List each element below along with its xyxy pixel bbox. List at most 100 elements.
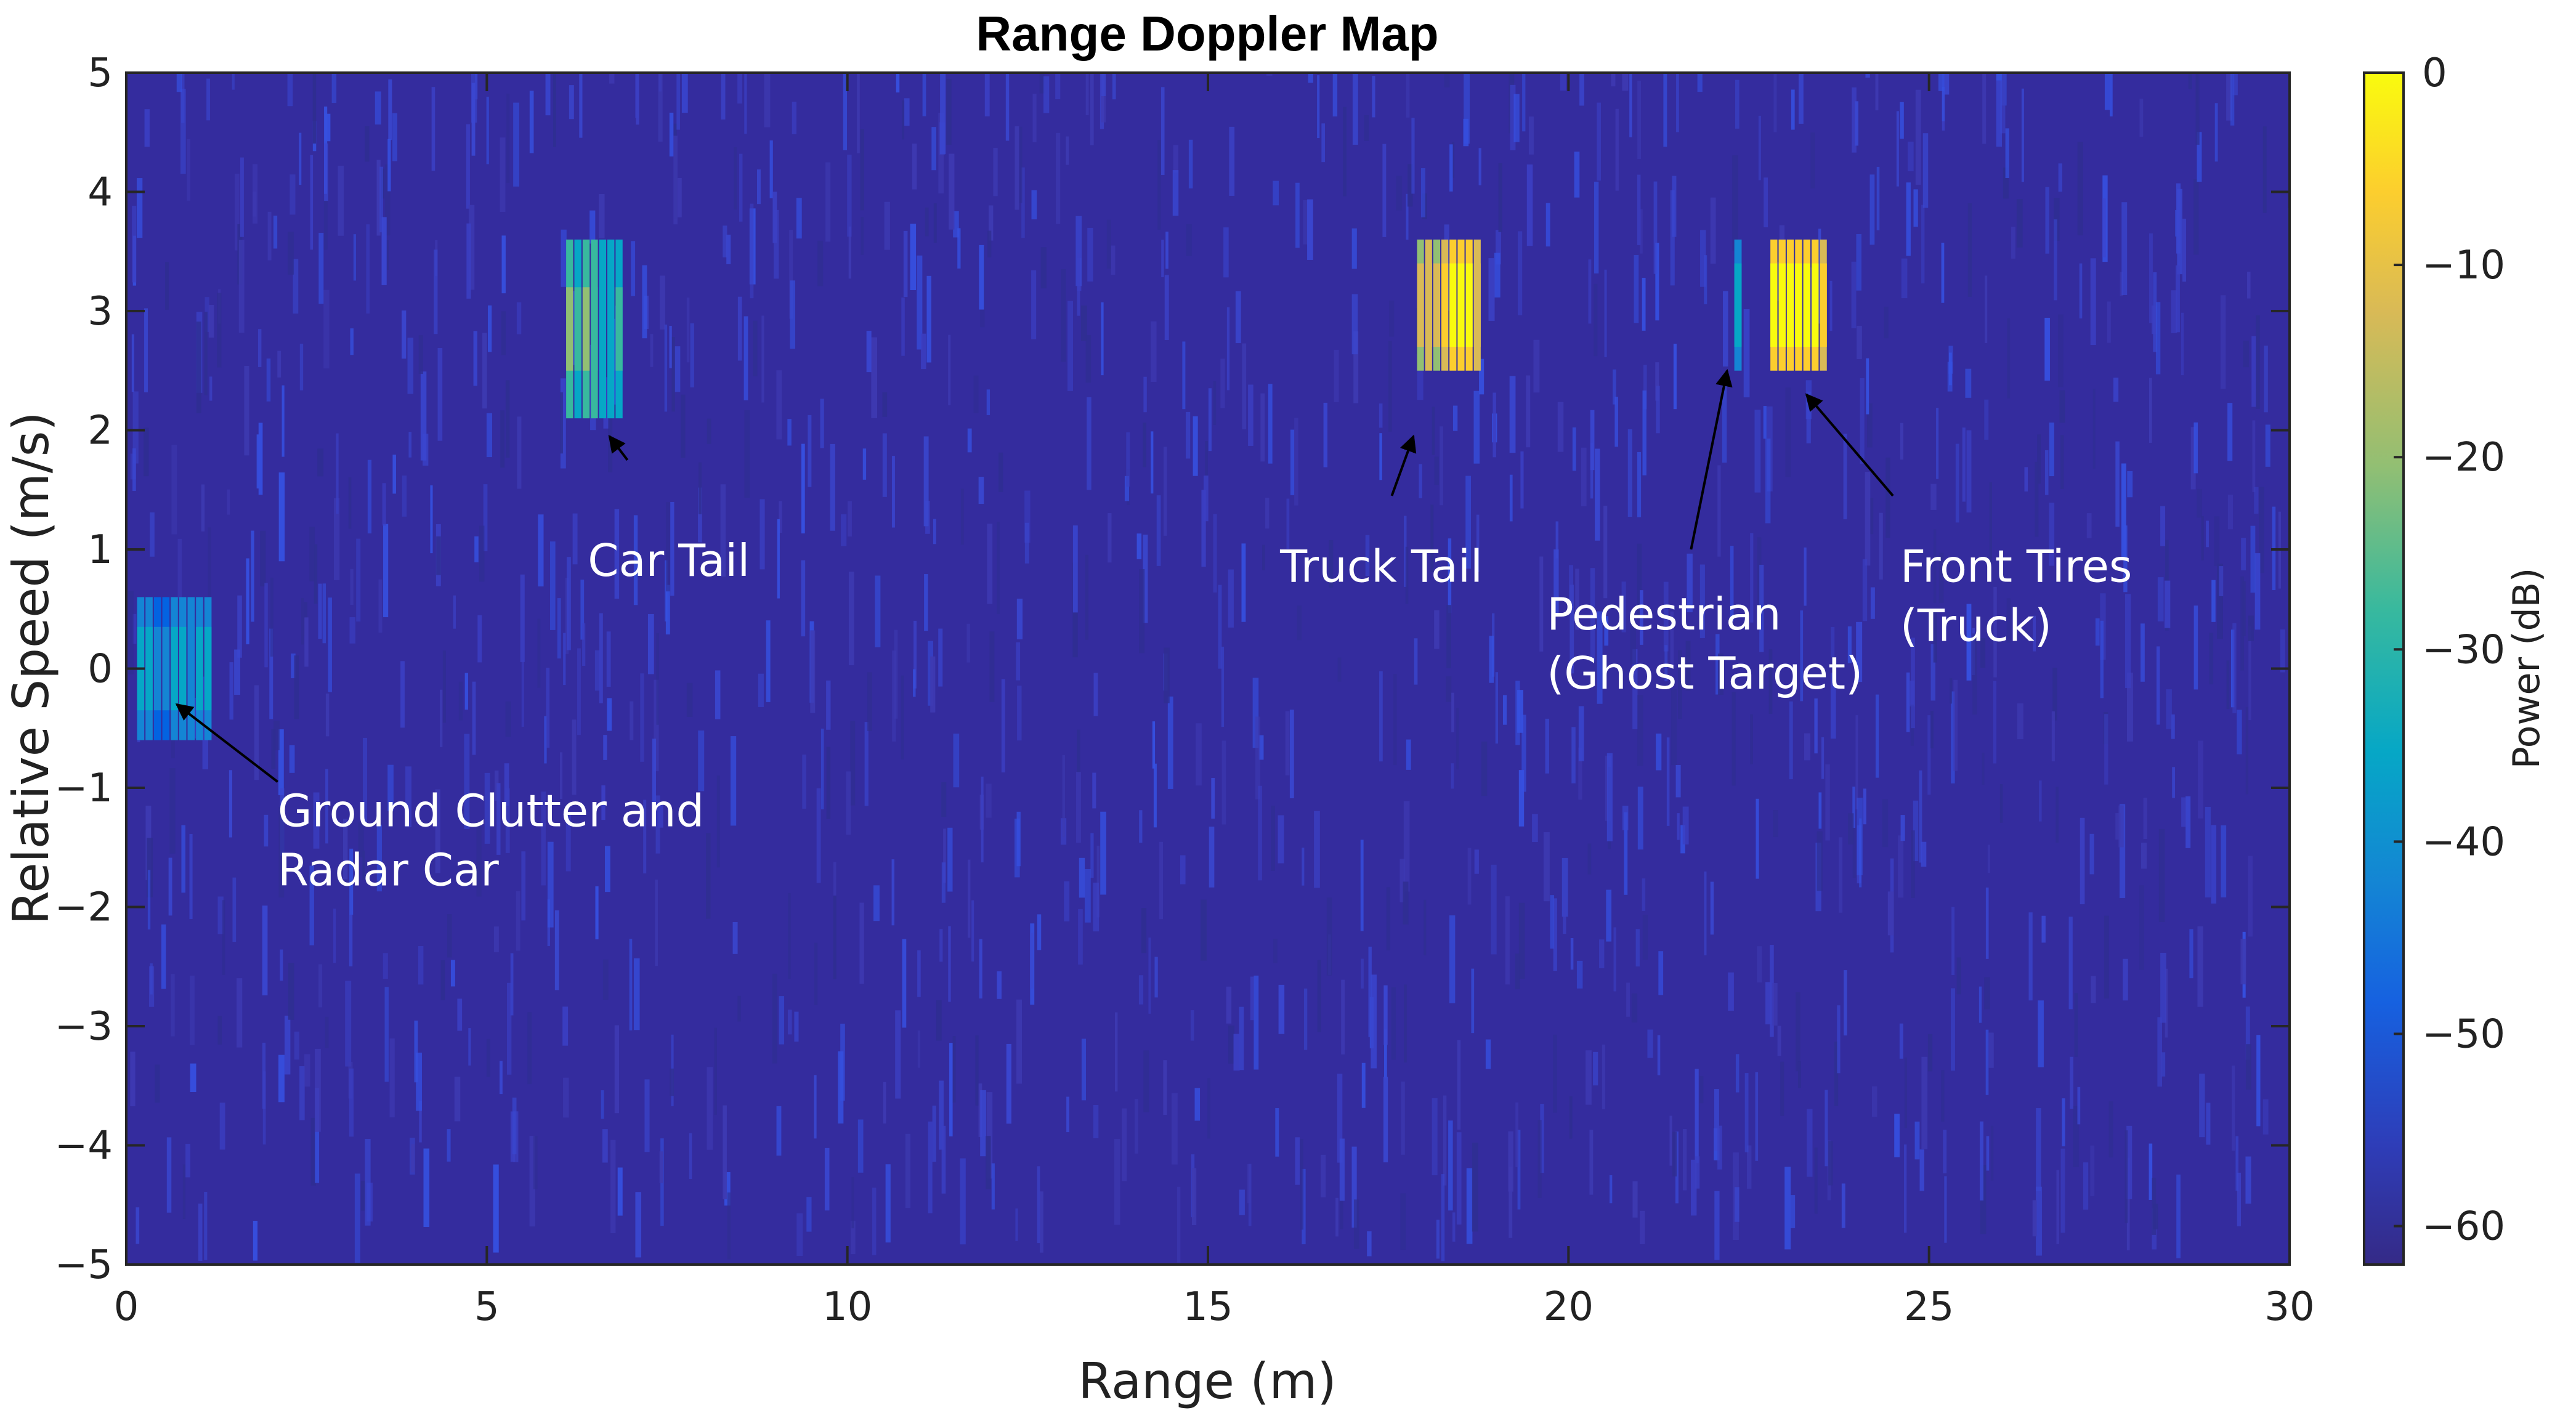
noise-streak bbox=[1495, 672, 1499, 744]
noise-streak bbox=[1797, 1061, 1801, 1088]
noise-streak bbox=[814, 942, 818, 1006]
noise-streak bbox=[1077, 729, 1080, 773]
noise-streak bbox=[1087, 227, 1093, 282]
noise-streak bbox=[375, 91, 381, 125]
noise-streak bbox=[2104, 714, 2108, 785]
noise-streak bbox=[431, 87, 435, 171]
noise-streak bbox=[434, 249, 438, 334]
noise-streak bbox=[1862, 559, 1868, 621]
target-core bbox=[1778, 263, 1786, 347]
annotation-arrow bbox=[1690, 369, 1733, 550]
noise-streak bbox=[1984, 977, 1990, 1010]
noise-streak bbox=[1139, 810, 1143, 843]
noise-streak bbox=[2149, 1143, 2153, 1200]
noise-streak bbox=[606, 631, 611, 687]
noise-streak bbox=[256, 434, 259, 489]
noise-streak bbox=[1982, 74, 1987, 144]
noise-streak bbox=[1432, 1098, 1438, 1176]
noise-streak bbox=[737, 73, 742, 104]
noise-streak bbox=[2090, 1145, 2095, 1197]
noise-streak bbox=[325, 113, 331, 142]
noise-streak bbox=[132, 448, 136, 492]
noise-streak bbox=[1597, 102, 1601, 181]
noise-streak bbox=[1670, 190, 1675, 286]
noise-streak bbox=[689, 1133, 692, 1180]
noise-streak bbox=[2248, 626, 2251, 721]
noise-streak bbox=[1539, 556, 1544, 652]
noise-streak bbox=[1622, 806, 1629, 830]
noise-streak bbox=[1496, 230, 1501, 265]
noise-streak bbox=[773, 209, 779, 279]
noise-streak bbox=[130, 1051, 136, 1107]
noise-streak bbox=[356, 538, 361, 622]
noise-streak bbox=[779, 996, 785, 1045]
noise-streak bbox=[1629, 73, 1632, 137]
target-core bbox=[1417, 263, 1424, 347]
noise-streak bbox=[1637, 787, 1643, 850]
noise-streak bbox=[1809, 267, 1813, 347]
noise-streak bbox=[949, 153, 955, 230]
noise-streak bbox=[1704, 871, 1707, 955]
noise-streak bbox=[1657, 1035, 1661, 1075]
noise-streak bbox=[318, 233, 324, 304]
noise-streak bbox=[1980, 638, 1986, 668]
noise-streak bbox=[1006, 1043, 1011, 1124]
noise-streak bbox=[1986, 1136, 1990, 1171]
noise-streak bbox=[1901, 258, 1908, 299]
noise-streak bbox=[365, 1139, 371, 1226]
noise-streak bbox=[1101, 73, 1106, 123]
noise-streak bbox=[761, 315, 764, 403]
noise-streak bbox=[2157, 1017, 2163, 1087]
noise-streak bbox=[474, 73, 478, 100]
noise-streak bbox=[1543, 832, 1550, 902]
noise-streak bbox=[1156, 495, 1161, 566]
noise-streak bbox=[1386, 887, 1391, 950]
noise-streak bbox=[325, 1016, 329, 1048]
noise-streak bbox=[698, 730, 705, 791]
noise-streak bbox=[2190, 427, 2196, 490]
noise-streak bbox=[1722, 291, 1728, 366]
noise-streak bbox=[376, 824, 382, 892]
noise-streak bbox=[820, 399, 824, 448]
noise-streak bbox=[1108, 513, 1112, 563]
noise-streak bbox=[206, 78, 210, 121]
noise-streak bbox=[1061, 269, 1066, 362]
noise-streak bbox=[1921, 204, 1925, 284]
noise-streak bbox=[1122, 1108, 1127, 1181]
noise-streak bbox=[796, 198, 802, 239]
noise-streak bbox=[716, 775, 720, 868]
noise-streak bbox=[901, 675, 904, 759]
noise-streak bbox=[2115, 813, 2121, 840]
noise-streak bbox=[2193, 605, 2198, 690]
noise-streak bbox=[739, 153, 743, 222]
noise-streak bbox=[132, 206, 137, 283]
noise-streak bbox=[383, 524, 389, 617]
noise-streak bbox=[176, 73, 182, 92]
noise-streak bbox=[537, 618, 541, 688]
noise-streak bbox=[1515, 1102, 1519, 1167]
noise-streak bbox=[1290, 429, 1295, 495]
noise-streak bbox=[1896, 111, 1899, 187]
noise-streak bbox=[1265, 498, 1270, 529]
noise-streak bbox=[707, 418, 711, 444]
target-core bbox=[1433, 263, 1441, 347]
noise-streak bbox=[665, 502, 671, 592]
target-core bbox=[196, 626, 203, 711]
noise-streak bbox=[1852, 828, 1856, 878]
noise-streak bbox=[859, 902, 864, 984]
noise-streak bbox=[2056, 787, 2059, 843]
noise-streak bbox=[1759, 564, 1764, 652]
noise-streak bbox=[273, 720, 280, 751]
noise-streak bbox=[1067, 301, 1074, 391]
noise-streak bbox=[366, 224, 370, 314]
noise-streak bbox=[2230, 73, 2235, 126]
noise-streak bbox=[234, 649, 241, 695]
annotation-text: Truck Tail bbox=[1279, 541, 1483, 593]
noise-streak bbox=[939, 929, 943, 962]
noise-streak bbox=[312, 73, 317, 144]
noise-streak bbox=[984, 73, 990, 116]
noise-streak bbox=[1307, 199, 1313, 260]
noise-streak bbox=[2005, 128, 2009, 178]
noise-streak bbox=[2126, 1125, 2132, 1199]
noise-streak bbox=[477, 615, 482, 663]
